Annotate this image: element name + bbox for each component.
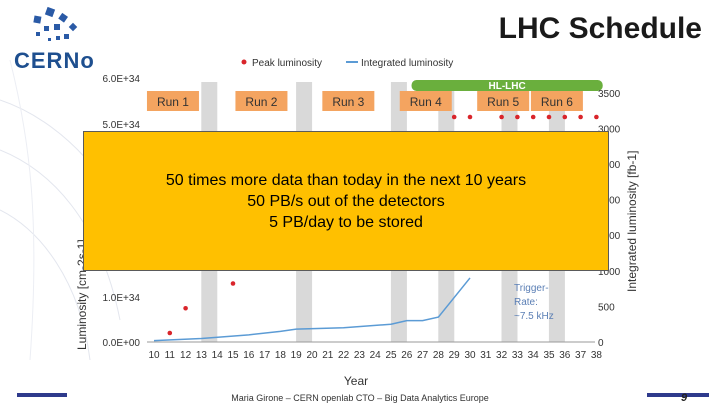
right-axis-ticks: 0 500 1000 1500 2000 2500 3000 3500 [598,89,621,349]
annotation-line-1: Rate: [514,297,538,308]
callout-line-2: 50 PB/s out of the detectors [247,192,445,210]
left-tick-label-0: 0.0E+00 [102,338,140,349]
x-tick-label-24: 34 [528,350,540,361]
right-tick-label-6: 3000 [598,124,621,135]
x-tick-label-27: 37 [575,350,587,361]
x-tick-label-11: 21 [322,350,334,361]
legend-integrated-label: Integrated luminosity [361,58,453,69]
right-tick-label-5: 2500 [598,160,621,171]
callout-line-1: 50 times more data than today in the nex… [165,171,527,189]
peak-point-9 [562,114,568,120]
run-box-3 [322,91,375,111]
right-tick-label-4: 2000 [598,196,621,207]
peak-luminosity-points [167,114,599,336]
x-tick-label-18: 28 [433,350,445,361]
footer-right-bar [647,393,709,397]
page-number: 9 [681,392,688,404]
x-tick-label-2: 12 [180,350,192,361]
right-tick-label-2: 1000 [598,267,621,278]
x-tick-label-22: 32 [496,350,508,361]
run-box-label-3: Run 3 [332,95,364,109]
x-tick-label-6: 16 [243,350,255,361]
x-tick-label-20: 30 [464,350,476,361]
hl-lhc-bar [411,80,603,91]
left-axis-ticks: 0.0E+00 1.0E+34 5.0E+34 6.0E+34 [102,74,140,349]
x-tick-label-13: 23 [354,350,366,361]
run-box-label-1: Run 1 [157,95,189,109]
x-tick-label-21: 31 [480,350,492,361]
x-tick-label-0: 10 [148,350,160,361]
hl-lhc-label: HL-LHC [489,81,526,92]
right-tick-label-0: 0 [598,338,604,349]
run-box-label-6: Run 6 [541,95,573,109]
annotation-line-0: Trigger- [514,283,549,294]
peak-point-7 [530,114,536,120]
peak-point-11 [594,114,599,120]
right-tick-label-1: 500 [598,302,615,313]
left-tick-label-2: 5.0E+34 [102,120,140,131]
run-box-4 [399,91,452,111]
run-box-1 [146,91,199,111]
peak-point-8 [546,114,552,120]
x-tick-label-15: 25 [385,350,397,361]
left-tick-label-1: 1.0E+34 [102,293,140,304]
run-box-2 [235,91,288,111]
peak-point-0 [167,330,173,336]
peak-point-6 [515,114,520,120]
run-box-label-5: Run 5 [487,95,519,109]
run-boxes: Run 1 Run 2 Run 3 Run 4 Run 5 Run 6 [146,91,583,111]
key-message-callout: 50 times more data than today in the nex… [83,131,609,271]
peak-point-2 [230,281,236,286]
x-tick-label-19: 29 [449,350,461,361]
callout-line-3: 5 PB/day to be stored [269,213,423,231]
cern-logo-icon [33,6,78,41]
x-axis-ticks: 10 11 12 13 14 15 16 17 18 19 20 21 22 23 24 25 26 27 28 29… [148,350,602,361]
integrated-luminosity-line [153,277,471,342]
x-tick-label-7: 17 [259,350,271,361]
x-tick-label-25: 35 [543,350,555,361]
x-tick-label-28: 38 [591,350,603,361]
peak-point-10 [578,114,583,120]
run-box-6 [530,91,583,111]
peak-point-4 [467,114,473,120]
slide-title: LHC Schedule [498,12,702,45]
x-tick-label-5: 15 [227,350,239,361]
annotation-line-2: ~7.5 kHz [514,311,554,322]
x-tick-label-3: 13 [196,350,208,361]
footer-left-bar [17,393,67,397]
footer-text: Maria Girone – CERN openlab CTO – Big Da… [231,393,489,403]
legend-peak-label: Peak luminosity [252,58,322,69]
left-tick-label-3: 6.0E+34 [102,74,140,85]
x-tick-label-26: 36 [559,350,571,361]
run-box-label-2: Run 2 [245,95,277,109]
peak-point-3 [451,114,457,120]
x-tick-label-12: 22 [338,350,350,361]
x-tick-label-1: 11 [165,350,176,361]
x-tick-label-4: 14 [212,350,224,361]
trigger-rate-annotation: Trigger- Rate: ~7.5 kHz [514,283,554,322]
x-tick-label-9: 19 [291,350,303,361]
x-axis-label: Year [344,374,368,388]
x-tick-label-17: 27 [417,350,429,361]
run-box-label-4: Run 4 [410,95,442,109]
peak-point-1 [183,305,188,311]
hl-lhc-group: HL-LHC [411,80,603,92]
x-tick-label-8: 18 [275,350,287,361]
x-tick-label-16: 26 [401,350,413,361]
x-tick-label-23: 33 [512,350,524,361]
right-tick-label-3: 1500 [598,231,621,242]
cern-logo-text: CERNo [14,48,95,73]
peak-point-5 [499,114,504,120]
run-box-5 [477,91,530,111]
chart-legend: Peak luminosity Integrated luminosity [241,58,453,69]
right-tick-label-7: 3500 [598,89,621,100]
x-tick-label-14: 24 [370,350,382,361]
right-axis-label: Integrated luminosity [fb-1] [625,151,639,292]
legend-peak-marker [241,59,247,65]
x-tick-label-10: 20 [306,350,318,361]
